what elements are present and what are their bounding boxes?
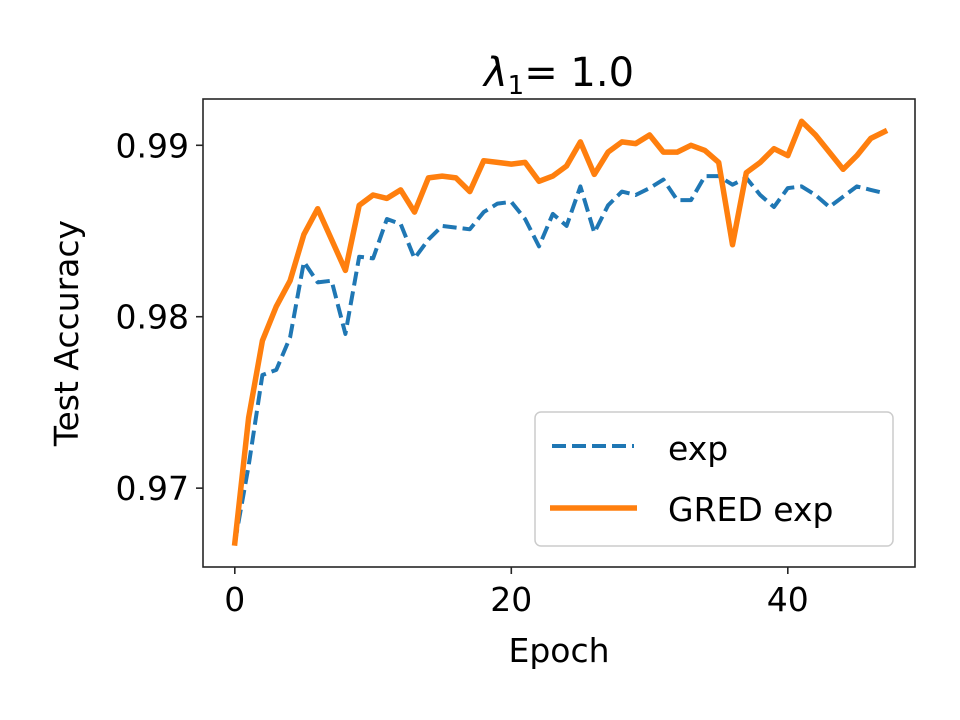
- y-tick-label: 0.99: [116, 126, 189, 165]
- x-axis-label: Epoch: [508, 631, 609, 670]
- x-tick-label: 40: [767, 580, 809, 619]
- title-lambda: λ: [482, 50, 508, 96]
- x-tick-label: 0: [224, 580, 245, 619]
- axes-frame: [202, 98, 916, 568]
- chart-title: λ1= 1.0: [482, 50, 634, 101]
- title-subscript: 1: [508, 71, 525, 101]
- y-axis-label: Test Accuracy: [47, 220, 86, 447]
- title-rest: = 1.0: [524, 50, 634, 96]
- y-tick-label: 0.98: [116, 298, 189, 337]
- x-tick-label: 20: [490, 580, 532, 619]
- legend-label-gred-exp: GRED exp: [668, 490, 833, 529]
- legend-label-exp: exp: [668, 429, 728, 468]
- legend: exp GRED exp: [534, 411, 894, 547]
- series-line-exp: [232, 174, 886, 544]
- y-tick-label: 0.97: [116, 469, 189, 508]
- y-axis-ticks: 0.97 0.98 0.99: [116, 126, 203, 508]
- series-line-gred-exp: [231, 118, 889, 547]
- series-layer: [231, 118, 889, 547]
- x-axis-ticks: 0 20 40: [224, 567, 809, 619]
